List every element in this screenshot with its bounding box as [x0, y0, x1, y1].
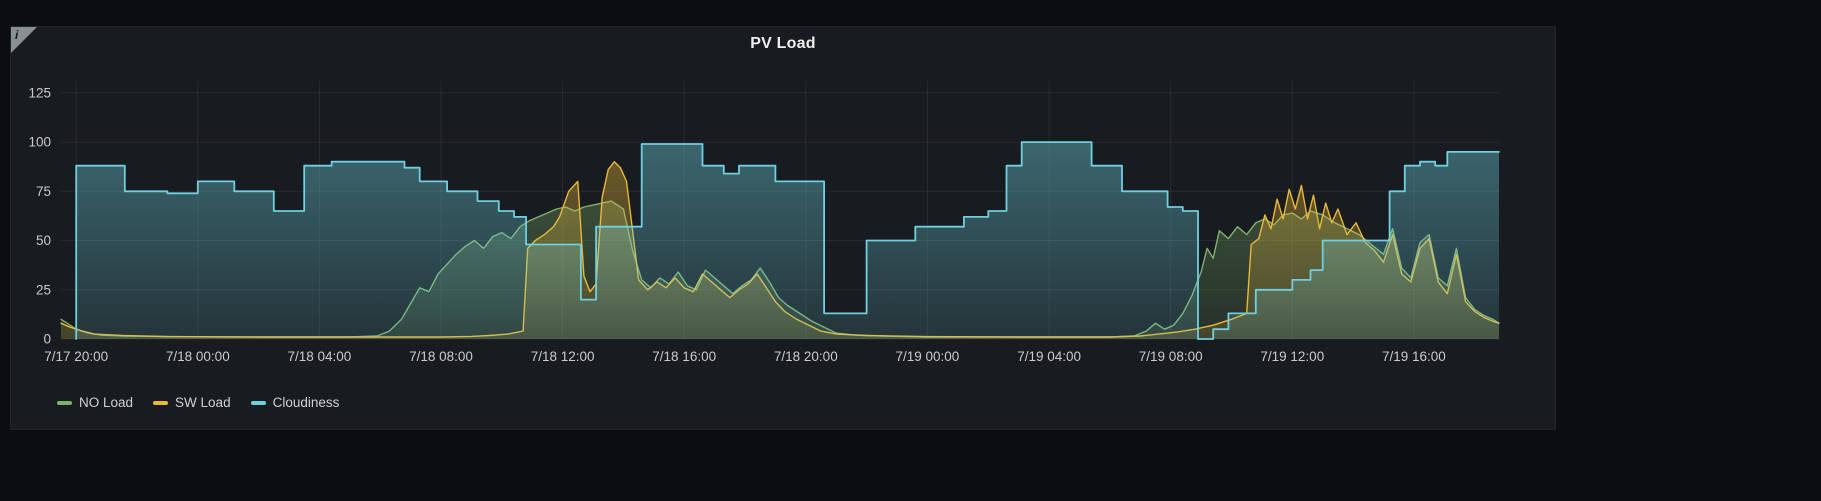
x-axis-tick-label: 7/18 12:00 [531, 349, 595, 364]
panel-title[interactable]: PV Load [750, 35, 816, 52]
x-axis-tick-label: 7/19 00:00 [895, 349, 959, 364]
x-axis-tick-label: 7/19 12:00 [1260, 349, 1324, 364]
x-axis-tick-label: 7/18 00:00 [166, 349, 230, 364]
legend-item-sw-load[interactable]: SW Load [153, 395, 231, 410]
legend: NO Load SW Load Cloudiness [57, 395, 339, 410]
legend-label: NO Load [79, 395, 134, 410]
legend-label: SW Load [175, 395, 231, 410]
chart-svg[interactable]: 0 25 50 75 100 125 7/17 20:00 7/18 00:00 7/18 04… [13, 61, 1553, 391]
legend-label: Cloudiness [272, 395, 340, 410]
x-axis-tick-label: 7/19 04:00 [1017, 349, 1081, 364]
y-axis-tick-label: 125 [28, 85, 51, 100]
series-line-cloudiness [75, 141, 1500, 340]
x-axis-tick-label: 7/19 08:00 [1139, 349, 1203, 364]
legend-swatch [250, 400, 266, 405]
x-axis-tick-label: 7/18 16:00 [652, 349, 716, 364]
x-axis-tick-label: 7/19 16:00 [1382, 349, 1446, 364]
x-axis-tick-label: 7/17 20:00 [44, 349, 108, 364]
x-axis-tick-label: 7/18 08:00 [409, 349, 473, 364]
x-axis-tick-label: 7/18 20:00 [774, 349, 838, 364]
info-icon: i [15, 28, 19, 42]
y-axis-tick-label: 25 [36, 282, 51, 297]
y-axis-tick-label: 50 [36, 233, 51, 248]
legend-item-cloudiness[interactable]: Cloudiness [250, 395, 340, 410]
y-axis-tick-label: 0 [43, 332, 51, 347]
y-axis-tick-label: 75 [36, 184, 51, 199]
legend-swatch [153, 400, 169, 405]
panel-info-corner[interactable]: i [11, 27, 37, 53]
legend-swatch [57, 400, 72, 405]
legend-item-no-load[interactable]: NO Load [57, 395, 133, 410]
y-axis-tick-label: 100 [28, 135, 51, 150]
chart-panel: i PV Load 0 25 50 75 100 125 7/17 20:00 7/18 00… [10, 26, 1556, 430]
x-axis-tick-label: 7/18 04:00 [287, 349, 351, 364]
